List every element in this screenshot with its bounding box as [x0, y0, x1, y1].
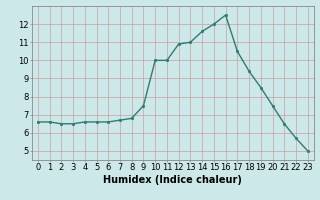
X-axis label: Humidex (Indice chaleur): Humidex (Indice chaleur) — [103, 175, 242, 185]
